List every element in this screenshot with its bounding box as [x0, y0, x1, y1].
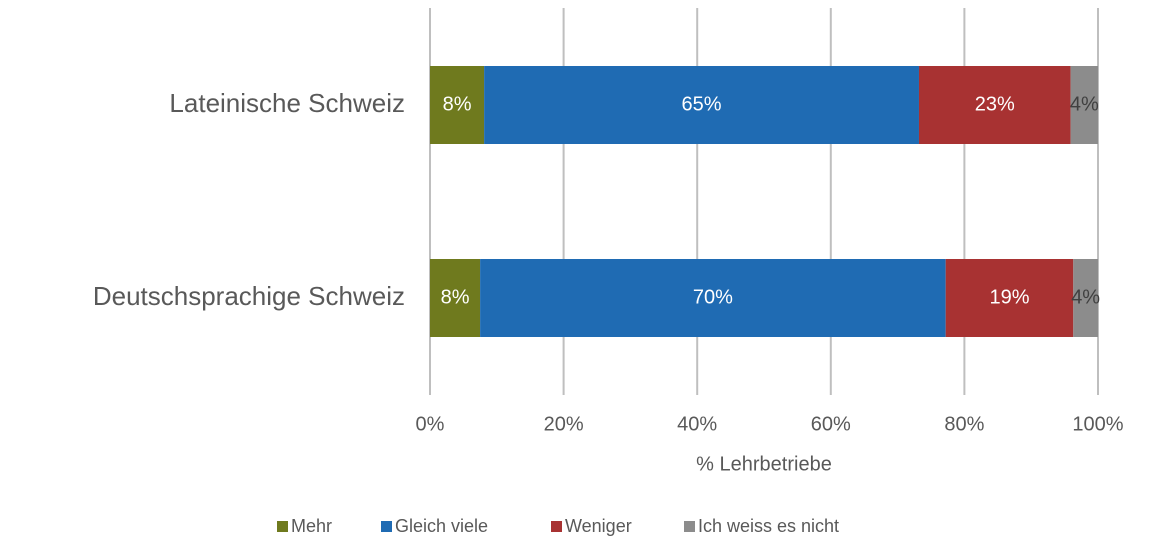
x-tick-label: 20% [544, 413, 584, 435]
data-label: 8% [441, 286, 470, 308]
x-tick-label: 100% [1072, 413, 1123, 435]
legend-swatch [381, 521, 392, 532]
bar-segment [918, 66, 1071, 144]
data-label: 4% [1071, 286, 1100, 308]
bar-segment [430, 66, 485, 144]
category-label: Deutschsprachige Schweiz [93, 281, 405, 311]
legend-label: Gleich viele [395, 516, 488, 536]
bar-segment [1070, 66, 1098, 144]
x-tick-label: 40% [677, 413, 717, 435]
data-label: 23% [975, 93, 1015, 115]
bar-segment [480, 259, 946, 337]
x-tick-label: 60% [811, 413, 851, 435]
legend-label: Ich weiss es nicht [698, 516, 839, 536]
x-axis-title: % Lehrbetriebe [696, 453, 832, 475]
data-label: 65% [682, 93, 722, 115]
data-label: 8% [443, 93, 472, 115]
legend-label: Mehr [291, 516, 332, 536]
bar-segment [945, 259, 1074, 337]
bar-segment [484, 66, 919, 144]
data-label: 19% [989, 286, 1029, 308]
x-tick-label: 80% [944, 413, 984, 435]
data-label: 70% [693, 286, 733, 308]
bar-segment [430, 259, 481, 337]
category-label: Lateinische Schweiz [169, 88, 405, 118]
x-tick-label: 0% [416, 413, 445, 435]
legend-swatch [684, 521, 695, 532]
bar-segment [1073, 259, 1098, 337]
data-label: 4% [1070, 93, 1099, 115]
legend-swatch [277, 521, 288, 532]
legend-label: Weniger [565, 516, 632, 536]
legend-swatch [551, 521, 562, 532]
